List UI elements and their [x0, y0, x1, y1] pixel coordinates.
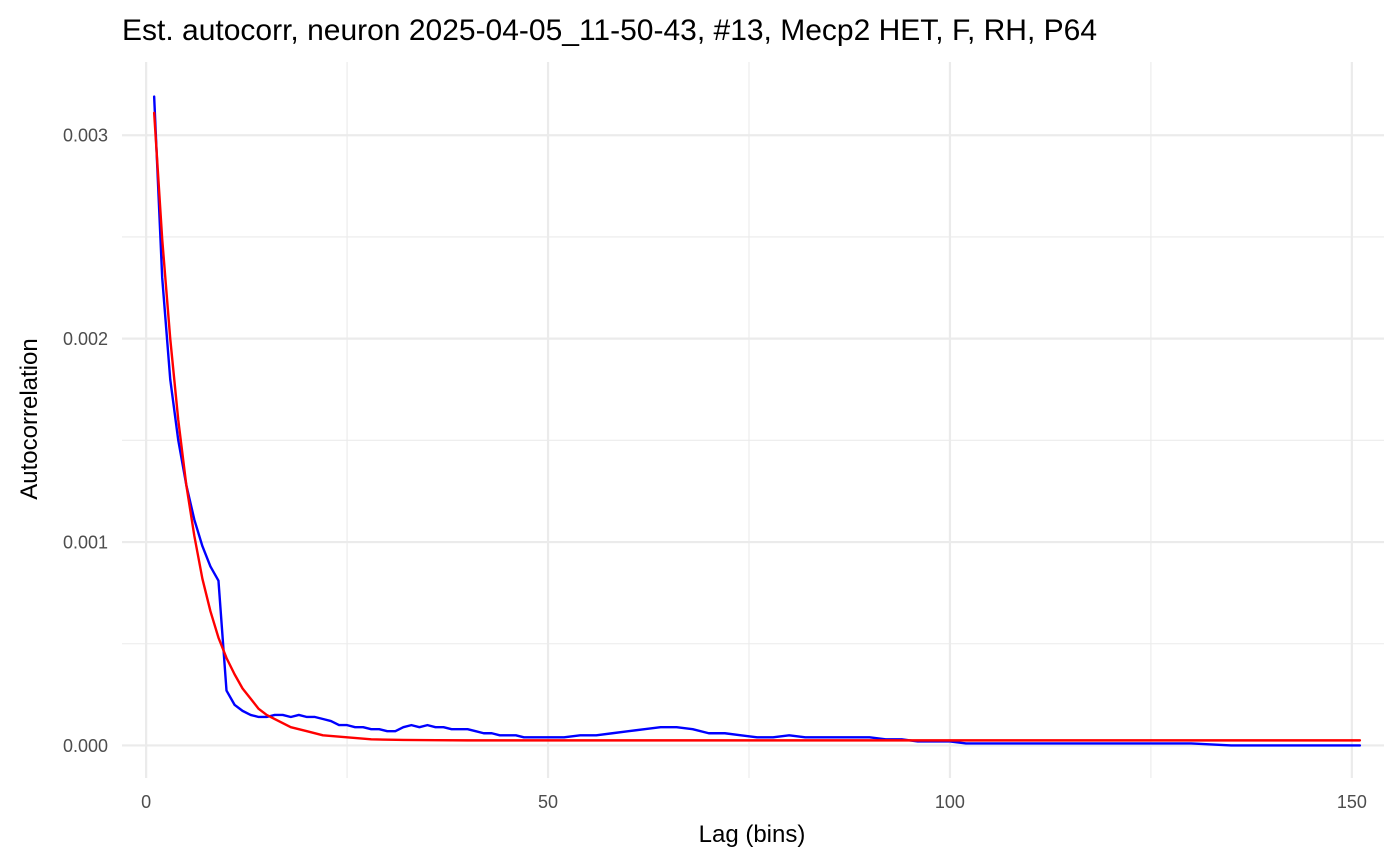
observed-autocorr-line — [152, 95, 1362, 747]
y-tick-label: 0.003 — [63, 126, 108, 146]
y-tick-label: 0.002 — [63, 329, 108, 349]
y-axis-label: Autocorrelation — [16, 338, 43, 499]
series-layer — [152, 95, 1362, 747]
x-axis-label: Lag (bins) — [699, 821, 806, 848]
x-tick-label: 50 — [538, 792, 558, 812]
exponential-fit-line — [152, 111, 1362, 742]
chart-title: Est. autocorr, neuron 2025-04-05_11-50-4… — [122, 14, 1097, 47]
x-tick-label: 0 — [141, 792, 151, 812]
x-tick-label: 100 — [935, 792, 965, 812]
y-axis-ticks: 0.000 0.001 0.002 0.003 — [63, 126, 108, 756]
y-tick-label: 0.001 — [63, 533, 108, 553]
grid — [122, 62, 1384, 778]
x-axis-ticks: 0 50 100 150 — [141, 792, 1367, 812]
x-tick-label: 150 — [1337, 792, 1367, 812]
y-tick-label: 0.000 — [63, 736, 108, 756]
